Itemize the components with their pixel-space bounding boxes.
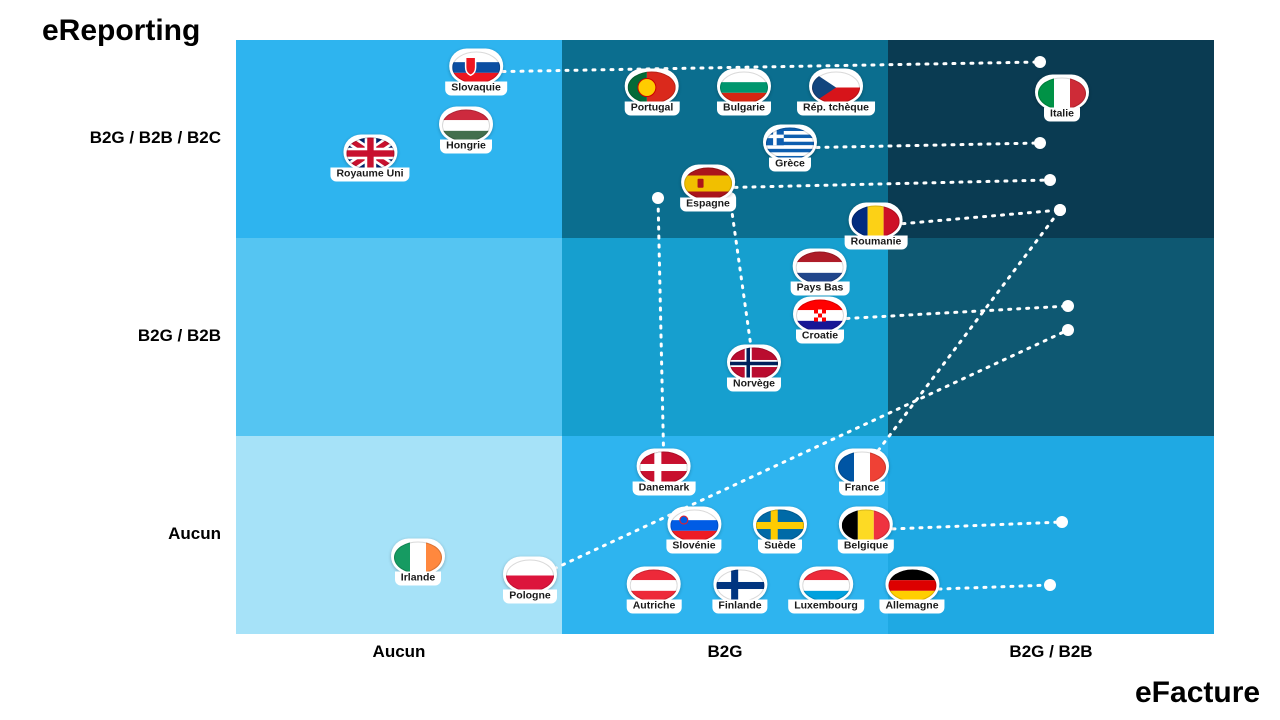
flag-icon (753, 507, 807, 542)
country-label: Italie (1044, 108, 1080, 122)
flag-icon (713, 567, 767, 602)
country-label: Hongrie (440, 140, 492, 154)
flag-icon (793, 297, 847, 332)
connector-endpoint (1054, 204, 1066, 216)
country-chip-danemark: Danemark (633, 449, 696, 496)
country-label: Allemagne (879, 600, 944, 614)
x-axis-label: B2G (562, 642, 888, 662)
country-chip-espagne: Espagne (680, 165, 736, 212)
country-label: Slovénie (666, 540, 721, 554)
country-chip-portugal: Portugal (625, 69, 680, 116)
flag-icon (793, 249, 847, 284)
connector-endpoint (652, 192, 664, 204)
country-label: Belgique (838, 540, 894, 554)
country-label: Finlande (712, 600, 767, 614)
country-chip-royaume_uni: Royaume Uni (330, 135, 409, 182)
grid-cell (888, 238, 1214, 436)
country-label: Espagne (680, 198, 736, 212)
country-label: Croatie (796, 330, 844, 344)
flag-icon (627, 567, 681, 602)
flag-icon (727, 345, 781, 380)
country-label: Norvège (727, 378, 781, 392)
country-label: Irlande (395, 572, 441, 586)
country-label: Pays Bas (791, 282, 850, 296)
country-label: Royaume Uni (330, 168, 409, 182)
country-chip-luxembourg: Luxembourg (788, 567, 864, 614)
country-chip-grece: Grèce (763, 125, 817, 172)
country-chip-pays_bas: Pays Bas (791, 249, 850, 296)
y-axis-label: B2G / B2B (41, 326, 221, 346)
connector-endpoint (1044, 579, 1056, 591)
connector-endpoint (1062, 300, 1074, 312)
country-chip-belgique: Belgique (838, 507, 894, 554)
connector-endpoint (1062, 324, 1074, 336)
country-chip-roumanie: Roumanie (845, 203, 908, 250)
country-label: Suède (758, 540, 802, 554)
country-chip-allemagne: Allemagne (879, 567, 944, 614)
country-chip-suede: Suède (753, 507, 807, 554)
flag-icon (625, 69, 679, 104)
flag-icon (885, 567, 939, 602)
flag-icon (763, 125, 817, 160)
x-axis-label: Aucun (236, 642, 562, 662)
flag-icon (835, 449, 889, 484)
country-label: Bulgarie (717, 102, 771, 116)
country-label: Luxembourg (788, 600, 864, 614)
x-axis-title: eFacture (1135, 676, 1260, 710)
country-chip-france: France (835, 449, 889, 496)
flag-icon (717, 69, 771, 104)
flag-icon (637, 449, 691, 484)
country-chip-rep_tcheque: Rép. tchèque (797, 69, 875, 116)
flag-icon (1035, 75, 1089, 110)
grid-cell (236, 436, 562, 634)
country-label: Slovaquie (445, 82, 507, 96)
flag-icon (839, 507, 893, 542)
flag-icon (809, 69, 863, 104)
connector-endpoint (1034, 56, 1046, 68)
flag-icon (667, 507, 721, 542)
connector-endpoint (1056, 516, 1068, 528)
country-chip-bulgarie: Bulgarie (717, 69, 771, 116)
y-axis-label: Aucun (41, 524, 221, 544)
country-chip-croatie: Croatie (793, 297, 847, 344)
country-label: Pologne (503, 590, 556, 604)
country-label: Autriche (627, 600, 682, 614)
country-label: France (839, 482, 885, 496)
country-chip-norvege: Norvège (727, 345, 781, 392)
y-axis-label: B2G / B2B / B2C (41, 128, 221, 148)
country-chip-slovenie: Slovénie (666, 507, 721, 554)
country-chip-finlande: Finlande (712, 567, 767, 614)
connector-endpoint (1044, 174, 1056, 186)
flag-icon (681, 165, 735, 200)
country-chip-slovaquie: Slovaquie (445, 49, 507, 96)
flag-icon (799, 567, 853, 602)
flag-icon (439, 107, 493, 142)
flag-icon (343, 135, 397, 170)
grid-cell (236, 238, 562, 436)
country-label: Grèce (769, 158, 811, 172)
flag-icon (849, 203, 903, 238)
country-chip-autriche: Autriche (627, 567, 682, 614)
flag-icon (449, 49, 503, 84)
country-chip-pologne: Pologne (503, 557, 557, 604)
country-chip-hongrie: Hongrie (439, 107, 493, 154)
country-chip-italie: Italie (1035, 75, 1089, 122)
flag-icon (503, 557, 557, 592)
y-axis-title: eReporting (42, 14, 200, 48)
x-axis-label: B2G / B2B (888, 642, 1214, 662)
flag-icon (391, 539, 445, 574)
country-label: Roumanie (845, 236, 908, 250)
connector-endpoint (1034, 137, 1046, 149)
country-label: Rép. tchèque (797, 102, 875, 116)
grid-cell (888, 40, 1214, 238)
country-chip-irlande: Irlande (391, 539, 445, 586)
country-label: Portugal (625, 102, 680, 116)
country-label: Danemark (633, 482, 696, 496)
